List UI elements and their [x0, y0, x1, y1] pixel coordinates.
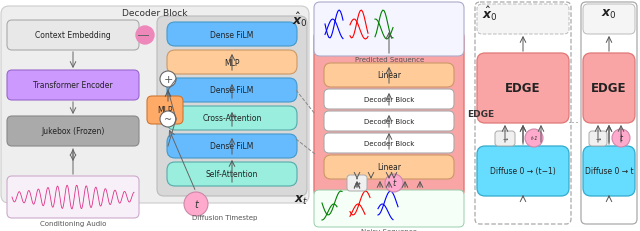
FancyBboxPatch shape	[477, 54, 569, 123]
FancyBboxPatch shape	[167, 23, 297, 47]
FancyBboxPatch shape	[324, 155, 454, 179]
FancyBboxPatch shape	[589, 131, 607, 146]
Circle shape	[525, 129, 543, 147]
Text: t-1: t-1	[530, 136, 538, 141]
FancyBboxPatch shape	[314, 29, 464, 200]
Text: Context Embedding: Context Embedding	[35, 31, 111, 40]
Text: Diffuse 0 → t: Diffuse 0 → t	[585, 167, 634, 176]
Text: Diffuse 0 → (t−1): Diffuse 0 → (t−1)	[490, 167, 556, 176]
FancyBboxPatch shape	[7, 21, 139, 51]
FancyBboxPatch shape	[324, 64, 454, 88]
FancyBboxPatch shape	[583, 146, 635, 196]
Text: $\rightarrow$: $\rightarrow$	[501, 135, 509, 142]
Text: MLP: MLP	[157, 106, 173, 115]
FancyBboxPatch shape	[314, 3, 464, 57]
Text: t: t	[194, 199, 198, 209]
Text: Decoder Block: Decoder Block	[364, 140, 414, 146]
Text: EDGE: EDGE	[467, 110, 494, 119]
Circle shape	[184, 192, 208, 216]
Text: $\rightarrow$: $\rightarrow$	[353, 180, 362, 186]
FancyBboxPatch shape	[7, 176, 139, 218]
FancyBboxPatch shape	[1, 7, 309, 203]
FancyBboxPatch shape	[167, 134, 297, 158]
FancyBboxPatch shape	[167, 79, 297, 103]
FancyBboxPatch shape	[157, 17, 307, 196]
Text: Linear: Linear	[377, 163, 401, 172]
FancyBboxPatch shape	[583, 54, 635, 123]
Text: EDGE: EDGE	[505, 82, 541, 95]
Text: Self-Attention: Self-Attention	[206, 170, 258, 179]
Circle shape	[385, 174, 403, 192]
Circle shape	[160, 112, 176, 128]
Text: $\boldsymbol{x}_t$: $\boldsymbol{x}_t$	[294, 193, 308, 206]
Text: $\hat{\boldsymbol{x}}_0$: $\hat{\boldsymbol{x}}_0$	[292, 11, 308, 29]
FancyBboxPatch shape	[147, 97, 183, 125]
Text: MLP: MLP	[224, 58, 240, 67]
Text: +: +	[163, 75, 173, 85]
Text: Noisy Sequence: Noisy Sequence	[361, 228, 417, 231]
Circle shape	[136, 27, 154, 45]
Text: Diffusion Timestep: Diffusion Timestep	[192, 214, 258, 220]
Text: Cross-Attention: Cross-Attention	[202, 114, 262, 123]
Text: ...: ...	[568, 113, 580, 126]
Text: $\hat{\boldsymbol{x}}_0$: $\hat{\boldsymbol{x}}_0$	[482, 5, 498, 23]
Text: t: t	[392, 179, 396, 188]
FancyBboxPatch shape	[324, 112, 454, 131]
Text: Decoder Block: Decoder Block	[364, 119, 414, 125]
FancyBboxPatch shape	[324, 90, 454, 109]
FancyBboxPatch shape	[314, 190, 464, 227]
Circle shape	[612, 129, 630, 147]
Text: $\boldsymbol{x}_0$: $\boldsymbol{x}_0$	[601, 7, 617, 21]
FancyBboxPatch shape	[7, 71, 139, 100]
FancyBboxPatch shape	[495, 131, 515, 146]
Text: Transformer Encoder: Transformer Encoder	[33, 81, 113, 90]
FancyBboxPatch shape	[167, 51, 297, 75]
Text: EDGE: EDGE	[591, 82, 627, 95]
Circle shape	[160, 72, 176, 88]
FancyBboxPatch shape	[477, 5, 569, 35]
Text: Linear: Linear	[377, 71, 401, 80]
FancyBboxPatch shape	[583, 5, 635, 35]
FancyBboxPatch shape	[324, 134, 454, 153]
Text: Dense FiLM: Dense FiLM	[211, 142, 253, 151]
Text: Dense FiLM: Dense FiLM	[211, 86, 253, 95]
Text: Predicted Sequence: Predicted Sequence	[355, 57, 424, 63]
Text: Decoder Block: Decoder Block	[122, 9, 188, 18]
Text: Conditioning Audio: Conditioning Audio	[40, 220, 106, 226]
FancyBboxPatch shape	[7, 116, 139, 146]
FancyBboxPatch shape	[167, 162, 297, 186]
FancyBboxPatch shape	[477, 146, 569, 196]
FancyBboxPatch shape	[167, 106, 297, 131]
Text: $\rightarrow$: $\rightarrow$	[594, 135, 602, 142]
Text: t: t	[620, 134, 623, 143]
Text: ~: ~	[164, 115, 172, 125]
Text: Dense FiLM: Dense FiLM	[211, 30, 253, 39]
Text: Decoder Block: Decoder Block	[364, 97, 414, 103]
FancyBboxPatch shape	[347, 175, 367, 191]
Text: Jukebox (Frozen): Jukebox (Frozen)	[42, 127, 105, 136]
